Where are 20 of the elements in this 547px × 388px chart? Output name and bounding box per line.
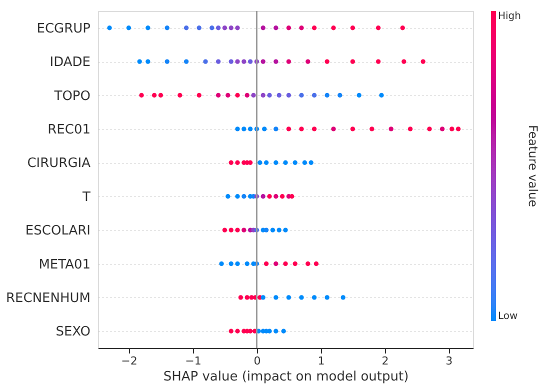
x-tick-label: 3 (446, 354, 453, 368)
y-tick-label: IDADE (50, 55, 90, 70)
color-bar-label: High (498, 11, 521, 22)
y-tick-label: META01 (38, 257, 90, 272)
y-tick-label: ESCOLARI (25, 224, 90, 239)
x-tick-label: 2 (382, 354, 389, 368)
x-tick-label: −1 (185, 354, 202, 368)
y-tick-label: ECGRUP (36, 21, 91, 36)
x-axis-title: SHAP value (impact on model output) (163, 370, 409, 384)
y-tick-label: T (82, 190, 91, 205)
x-tick-label: −2 (121, 354, 138, 368)
y-tick-label: TOPO (53, 88, 90, 104)
color-bar-label: Low (498, 311, 518, 322)
x-tick-label: 1 (318, 354, 325, 368)
y-tick-label: SEXO (56, 324, 90, 340)
legend-title: Feature value (526, 125, 540, 207)
x-tick-label: 0 (254, 354, 261, 368)
y-tick-label: REC01 (48, 122, 90, 138)
y-tick-label: RECNENHUM (6, 290, 90, 306)
y-tick-label: CIRURGIA (27, 156, 91, 172)
